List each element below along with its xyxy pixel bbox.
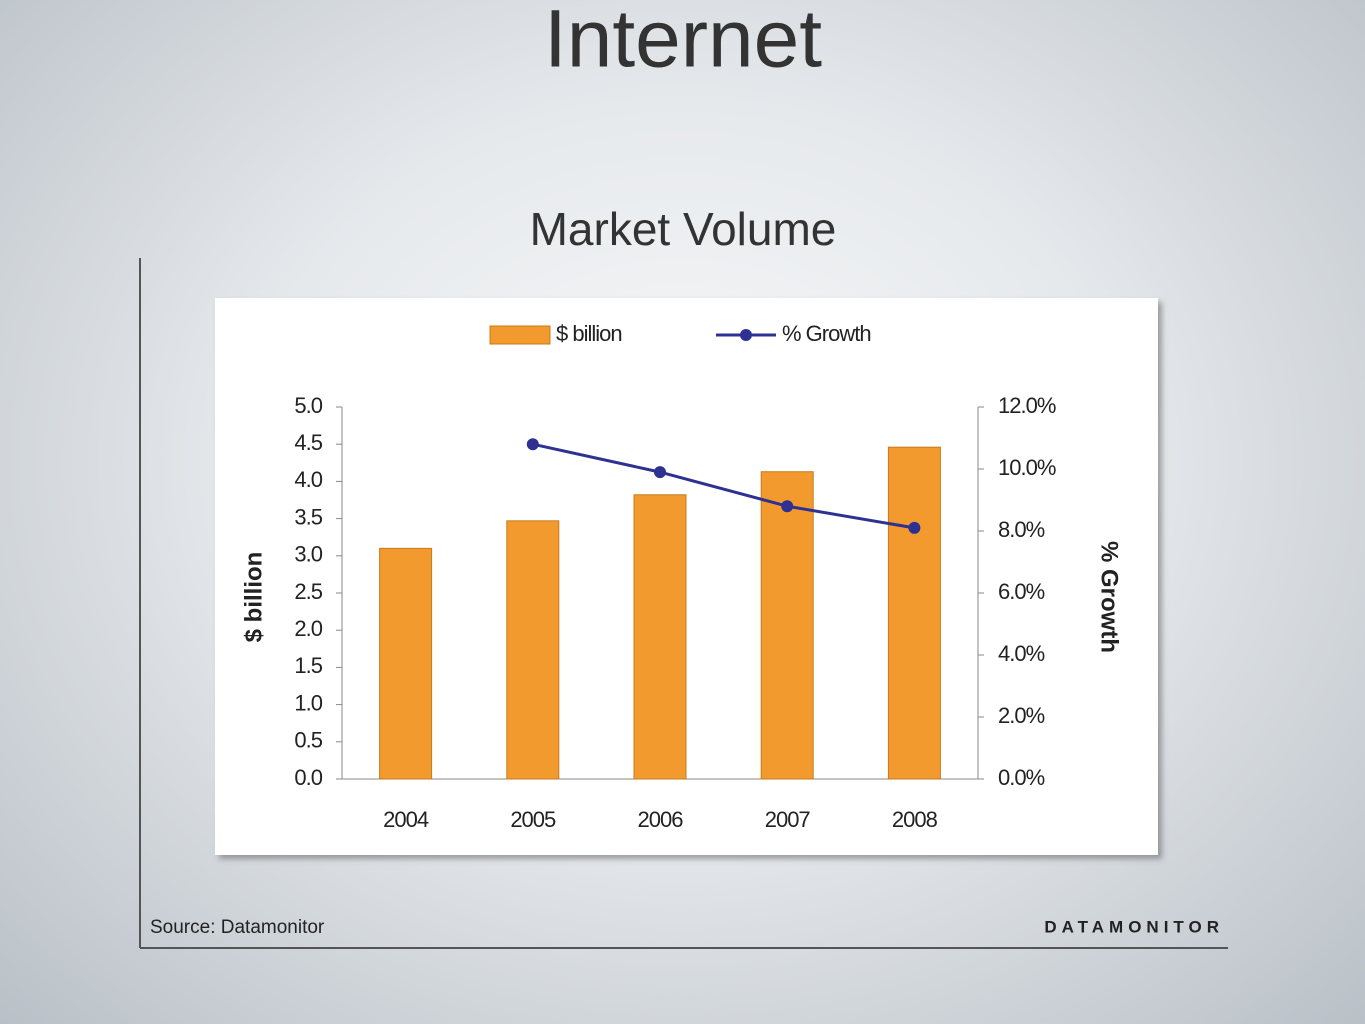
- bar: [633, 494, 687, 780]
- y-tick-label: 3.5: [294, 504, 322, 529]
- x-tick-label: 2006: [638, 807, 684, 832]
- y-tick-label: 2.5: [294, 579, 322, 604]
- growth-line: [532, 442, 915, 530]
- bar: [887, 446, 941, 780]
- y-tick-label: 0.5: [294, 728, 322, 753]
- y-axis-label: $ billion: [240, 552, 267, 643]
- y2-tick-label: 2.0%: [998, 703, 1045, 728]
- y2-tick-label: 6.0%: [998, 579, 1045, 604]
- legend-swatch: [489, 325, 551, 345]
- growth-point: [908, 521, 921, 534]
- bar: [379, 547, 433, 780]
- slide-title: Internet: [544, 0, 822, 85]
- growth-point: [654, 466, 666, 479]
- bar: [760, 471, 814, 780]
- x-tick-label: 2008: [892, 807, 938, 832]
- x-tick-label: 2007: [765, 807, 811, 832]
- x-tick-label: 2005: [510, 807, 556, 832]
- growth-point: [781, 500, 794, 513]
- y2-tick-label: 10.0%: [998, 455, 1056, 480]
- bar: [506, 520, 560, 780]
- y2-tick-label: 0.0%: [998, 765, 1045, 790]
- legend-label: % Growth: [782, 321, 871, 346]
- legend-label: $ billion: [556, 321, 622, 346]
- y-tick-label: 4.0: [294, 467, 322, 492]
- brand: DATAMONITOR: [1044, 917, 1224, 936]
- y-tick-label: 1.5: [294, 653, 322, 678]
- source: Source: Datamonitor: [150, 917, 325, 938]
- y2-tick-label: 8.0%: [998, 517, 1045, 542]
- y-tick-label: 1.0: [294, 690, 322, 715]
- y-tick-label: 5.0: [294, 393, 322, 418]
- x-tick-label: 2004: [383, 807, 429, 832]
- y-tick-label: 3.0: [294, 542, 322, 567]
- y-tick-label: 4.5: [294, 430, 322, 455]
- y2-axis-label: % Growth: [1096, 541, 1123, 653]
- y-tick-label: 2.0: [294, 616, 322, 641]
- y2-tick-label: 4.0%: [998, 641, 1045, 666]
- legend-swatch: [740, 329, 752, 341]
- slide-subtitle: Market Volume: [530, 203, 837, 255]
- growth-point: [526, 438, 539, 451]
- y2-tick-label: 12.0%: [998, 393, 1056, 418]
- y-tick-label: 0.0: [294, 765, 322, 790]
